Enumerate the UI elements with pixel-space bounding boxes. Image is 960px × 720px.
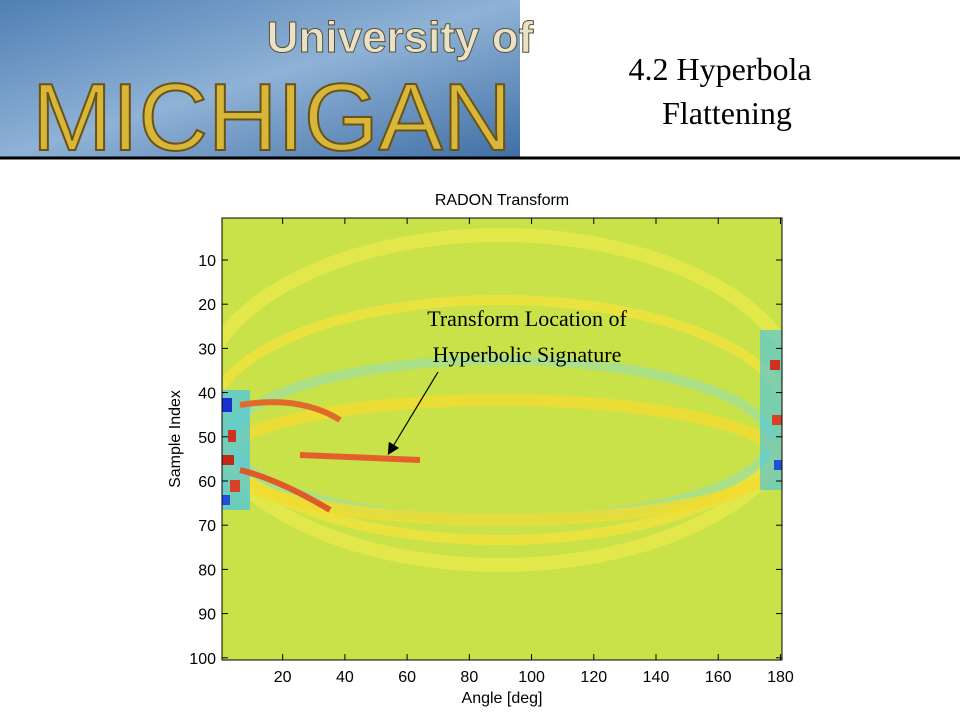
x-tick-label: 40 [336,669,354,686]
y-tick-label: 20 [198,297,216,314]
y-tick-label: 80 [198,562,216,579]
y-axis-label: Sample Index [167,390,184,488]
annotation: Hyperbolic Signature [433,342,622,367]
y-tick-label: 70 [198,518,216,535]
x-tick-label: 20 [274,669,292,686]
y-tick-label: 10 [198,253,216,270]
heatmap-image [222,218,782,660]
chart-title: RADON Transform [435,192,569,209]
y-tick-label: 50 [198,430,216,447]
annotation-arrow [387,371,439,456]
y-tick-label: 100 [189,651,216,668]
x-tick-label: 180 [767,669,794,686]
plot-frame [221,217,783,661]
x-tick-label: 160 [705,669,732,686]
annotation: Transform Location of [427,306,627,331]
x-axis-label: Angle [deg] [462,690,543,707]
x-tick-label: 140 [643,669,670,686]
y-tick-label: 40 [198,386,216,403]
y-tick-label: 30 [198,341,216,358]
x-tick-label: 100 [518,669,545,686]
x-tick-label: 60 [398,669,416,686]
x-tick-label: 80 [460,669,478,686]
logo-background [0,0,520,158]
y-tick-label: 60 [198,474,216,491]
slide-title: Flattening [662,95,792,131]
logo-line: University of [267,13,534,62]
x-tick-label: 120 [580,669,607,686]
slide-title: 4.2 Hyperbola [628,51,811,87]
logo-line: MICHIGAN [32,64,512,171]
y-tick-label: 90 [198,607,216,624]
